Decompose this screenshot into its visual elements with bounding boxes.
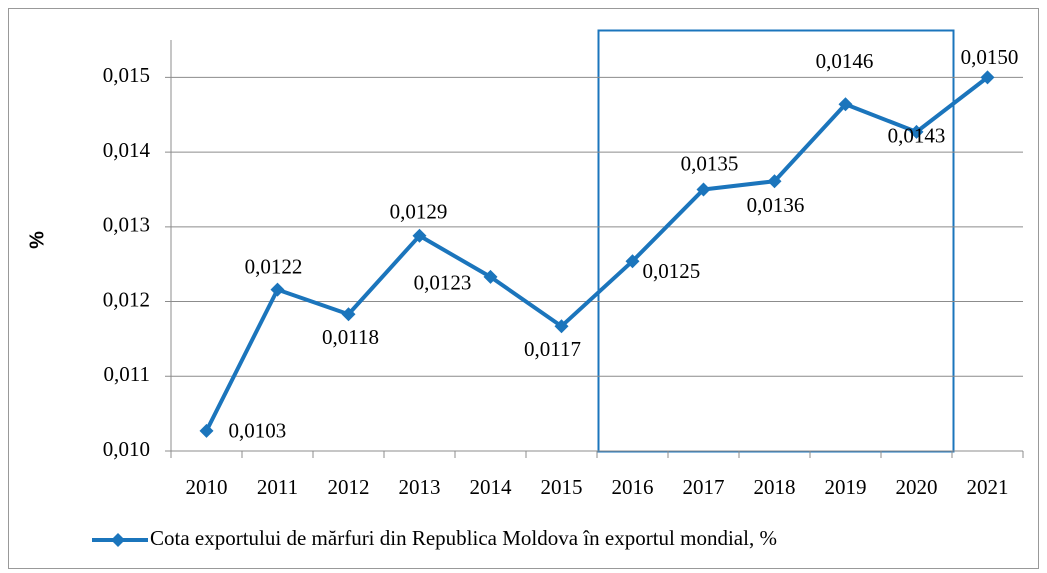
data-label: 0,0118 [322, 325, 379, 349]
point-marker [341, 307, 356, 322]
x-tick-label: 2019 [825, 475, 867, 499]
data-label: 0,0146 [816, 49, 874, 73]
y-tick-label: 0,015 [103, 63, 150, 87]
x-tick-label: 2011 [257, 475, 298, 499]
legend-marker [111, 533, 125, 547]
data-label: 0,0103 [229, 419, 287, 443]
data-label: 0,0143 [888, 124, 946, 148]
x-tick-label: 2012 [328, 475, 370, 499]
data-label: 0,0136 [747, 193, 805, 217]
point-marker [696, 182, 711, 197]
x-tick-label: 2014 [470, 475, 513, 499]
y-tick-label: 0,014 [103, 138, 151, 162]
point-marker [270, 282, 285, 297]
data-label: 0,0150 [961, 45, 1019, 69]
chart-border [8, 8, 1039, 569]
x-tick-label: 2010 [186, 475, 228, 499]
point-marker [625, 254, 640, 269]
x-tick-label: 2021 [967, 475, 1009, 499]
data-label: 0,0129 [390, 200, 448, 224]
point-marker [838, 97, 853, 112]
point-marker [199, 423, 214, 438]
point-marker [980, 70, 995, 85]
x-tick-label: 2017 [683, 475, 725, 499]
data-label: 0,0122 [245, 254, 303, 278]
y-tick-label: 0,011 [104, 362, 150, 386]
data-label: 0,0117 [524, 337, 581, 361]
y-tick-label: 0,012 [103, 287, 150, 311]
x-tick-label: 2020 [896, 475, 938, 499]
data-label: 0,0135 [681, 151, 739, 175]
data-label: 0,0125 [643, 259, 701, 283]
legend-label: Cota exportului de mărfuri din Republica… [150, 526, 777, 550]
y-tick-label: 0,010 [103, 437, 150, 461]
x-tick-label: 2015 [541, 475, 583, 499]
point-marker [767, 174, 782, 189]
y-axis-label: % [26, 231, 48, 249]
x-tick-label: 2018 [754, 475, 796, 499]
data-label: 0,0123 [414, 271, 472, 295]
point-marker [483, 269, 498, 284]
y-tick-label: 0,013 [103, 213, 150, 237]
x-tick-label: 2016 [612, 475, 654, 499]
series-line [204, 75, 989, 432]
point-marker [554, 319, 569, 334]
point-marker [412, 228, 427, 243]
x-tick-label: 2013 [399, 475, 441, 499]
point-marker [909, 124, 924, 139]
